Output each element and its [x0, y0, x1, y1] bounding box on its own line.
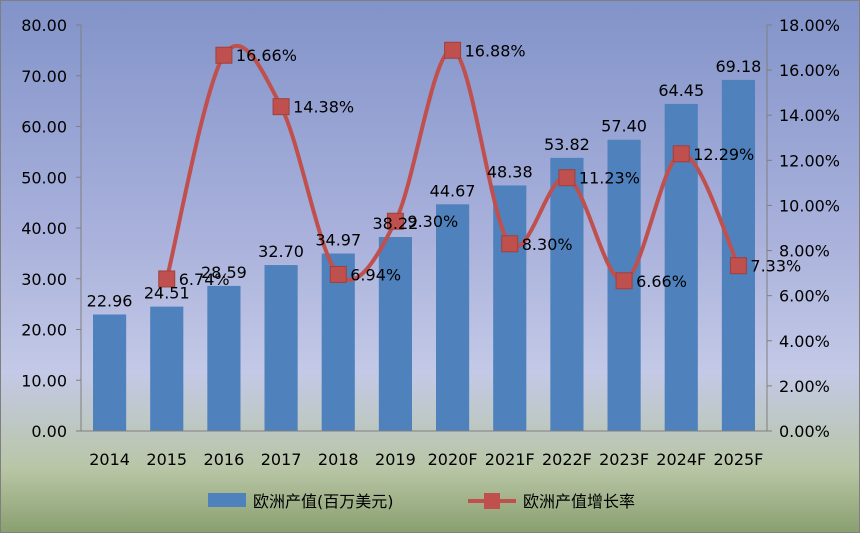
- legend-swatch-marker: [484, 493, 500, 509]
- growth-rate-marker: [329, 265, 347, 283]
- x-axis-tick-label: 2022F: [542, 450, 592, 469]
- bar: [436, 204, 470, 431]
- legend-label-bar: 欧洲产值(百万美元): [253, 492, 394, 511]
- line-data-label: 6.94%: [350, 265, 401, 284]
- growth-rate-marker: [729, 257, 747, 275]
- left-axis-tick-label: 50.00: [21, 168, 67, 187]
- x-axis-tick-label: 2016: [204, 450, 245, 469]
- line-data-label: 7.33%: [750, 257, 801, 276]
- left-axis-tick-label: 60.00: [21, 118, 67, 137]
- x-axis-tick-label: 2023F: [599, 450, 649, 469]
- left-axis-tick-label: 30.00: [21, 270, 67, 289]
- bar: [93, 314, 127, 431]
- right-axis-tick-label: 14.00%: [779, 106, 840, 125]
- bar: [493, 185, 527, 431]
- bar: [150, 306, 184, 431]
- bar-data-label: 57.40: [601, 117, 647, 136]
- right-axis-tick-label: 18.00%: [779, 16, 840, 35]
- right-axis-tick-label: 8.00%: [779, 242, 830, 261]
- bar-data-label: 24.51: [144, 284, 190, 303]
- left-axis-tick-label: 10.00: [21, 371, 67, 390]
- growth-rate-marker: [386, 212, 404, 230]
- bar-data-label: 34.97: [315, 231, 361, 250]
- growth-rate-marker: [444, 41, 462, 59]
- bar: [378, 237, 412, 431]
- bar-data-label: 32.70: [258, 242, 304, 261]
- bar: [721, 79, 755, 431]
- left-axis-tick-label: 80.00: [21, 16, 67, 35]
- bar-data-label: 38.22: [373, 214, 419, 233]
- x-axis-tick-label: 2021F: [485, 450, 535, 469]
- x-axis-tick-label: 2018: [318, 450, 359, 469]
- right-axis-tick-label: 2.00%: [779, 377, 830, 396]
- line-data-label: 14.38%: [293, 98, 354, 117]
- x-axis-tick-label: 2019: [375, 450, 416, 469]
- left-axis-tick-label: 20.00: [21, 321, 67, 340]
- x-axis-tick-label: 2015: [146, 450, 187, 469]
- growth-rate-marker: [272, 98, 290, 116]
- x-axis-tick-label: 2017: [261, 450, 302, 469]
- bar: [321, 253, 355, 431]
- growth-rate-marker: [615, 272, 633, 290]
- line-data-label: 16.66%: [236, 46, 297, 65]
- left-axis-tick-label: 70.00: [21, 67, 67, 86]
- right-axis-tick-label: 0.00%: [779, 422, 830, 441]
- legend: 欧洲产值(百万美元) 欧洲产值增长率: [208, 492, 635, 511]
- line-data-label: 16.88%: [465, 41, 526, 60]
- line-data-label: 12.29%: [693, 145, 754, 164]
- line-data-label: 11.23%: [579, 169, 640, 188]
- line-data-label: 9.30%: [407, 212, 458, 231]
- bar: [550, 157, 584, 431]
- x-axis-tick-label: 2025F: [713, 450, 763, 469]
- right-axis-tick-label: 4.00%: [779, 332, 830, 351]
- right-axis-tick-label: 6.00%: [779, 287, 830, 306]
- growth-rate-marker: [672, 145, 690, 163]
- bar-data-label: 48.38: [487, 162, 533, 181]
- bar-data-label: 44.67: [430, 181, 476, 200]
- left-axis-tick-label: 0.00: [31, 422, 67, 441]
- growth-rate-marker: [558, 169, 576, 187]
- growth-rate-marker: [215, 46, 233, 64]
- legend-swatch-bar: [208, 493, 246, 507]
- growth-rate-marker: [158, 270, 176, 288]
- growth-rate-marker: [501, 235, 519, 253]
- x-axis-tick-label: 2024F: [656, 450, 706, 469]
- bar-data-label: 53.82: [544, 135, 590, 154]
- right-axis-tick-label: 16.00%: [779, 61, 840, 80]
- bar-data-label: 28.59: [201, 263, 247, 282]
- right-axis-tick-label: 12.00%: [779, 151, 840, 170]
- line-data-label: 6.66%: [636, 272, 687, 291]
- line-data-label: 6.74%: [179, 270, 230, 289]
- x-axis-tick-label: 2020F: [428, 450, 478, 469]
- bar-data-label: 69.18: [716, 57, 762, 76]
- bar: [207, 285, 241, 431]
- bar: [264, 265, 298, 431]
- bar-data-label: 64.45: [658, 81, 704, 100]
- right-axis-tick-label: 10.00%: [779, 196, 840, 215]
- left-axis-tick-label: 40.00: [21, 219, 67, 238]
- line-data-label: 8.30%: [522, 235, 573, 254]
- bar-data-label: 22.96: [87, 291, 133, 310]
- legend-label-line: 欧洲产值增长率: [523, 492, 635, 511]
- x-axis-tick-label: 2014: [89, 450, 130, 469]
